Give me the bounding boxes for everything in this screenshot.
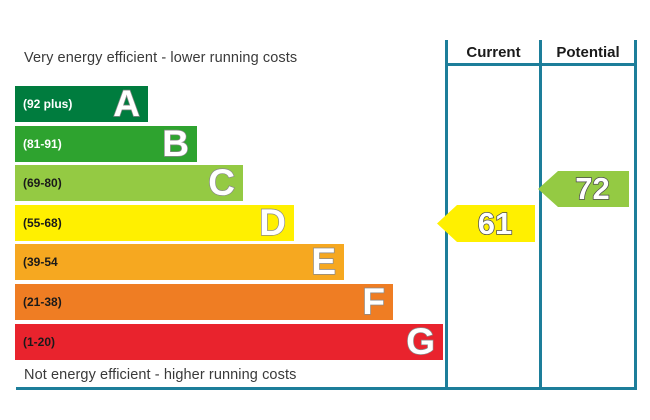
band-range-label: (81-91) xyxy=(23,136,62,151)
band-row-d: (55-68) D xyxy=(15,201,294,243)
chart-baseline xyxy=(16,387,445,390)
band-row-c: (69-80) C xyxy=(15,162,243,204)
band-range-label: (92 plus) xyxy=(23,97,73,111)
band-letter: E xyxy=(311,241,337,283)
band-range-label: (1-20) xyxy=(23,334,56,349)
band-range-label: (55-68) xyxy=(23,215,62,230)
table-header-underline xyxy=(445,63,637,66)
band-row-b: (81-91) B xyxy=(15,122,197,164)
band-letter: D xyxy=(259,201,287,243)
band-range-label: (39-54 xyxy=(23,255,58,270)
table-border-middle xyxy=(539,40,542,390)
band-letter: C xyxy=(208,162,236,204)
bottom-axis-label: Not energy efficient - higher running co… xyxy=(24,367,297,383)
table-border-bottom xyxy=(445,387,637,390)
table-border-right xyxy=(634,40,637,390)
rating-bands: (92 plus) A (81-91) B (69-80) C (55-68) … xyxy=(15,83,443,362)
column-header-potential: Potential xyxy=(556,44,620,61)
top-axis-label: Very energy efficient - lower running co… xyxy=(24,50,298,66)
potential-rating-arrow: 72 xyxy=(538,171,629,207)
band-row-a: (92 plus) A xyxy=(15,83,148,124)
column-header-current: Current xyxy=(466,44,521,61)
band-letter: B xyxy=(162,122,190,164)
band-letter: G xyxy=(406,320,436,362)
band-range-label: (69-80) xyxy=(23,176,62,191)
band-row-e: (39-54 E xyxy=(15,241,344,283)
band-row-f: (21-38) F xyxy=(15,280,393,322)
band-row-g: (1-20) G xyxy=(15,320,443,362)
band-letter: F xyxy=(362,280,386,322)
band-range-label: (21-38) xyxy=(23,294,62,309)
band-letter: A xyxy=(113,83,141,124)
current-rating-arrow: 61 xyxy=(437,205,535,242)
